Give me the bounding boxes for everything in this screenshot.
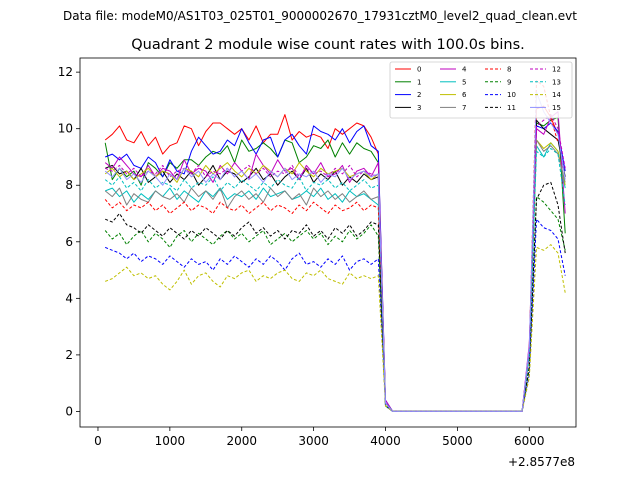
series-line-9 xyxy=(104,196,566,412)
figure-suptitle: Data file: modeM0/AS1T03_025T01_90000026… xyxy=(63,9,577,23)
y-axis: 0 2 4 6 8 10 12 xyxy=(58,65,80,418)
legend-label-1: 1 xyxy=(417,78,421,86)
y-tick-label: 8 xyxy=(65,178,73,192)
x-tick-label: 0 xyxy=(94,434,102,448)
legend-label-2: 2 xyxy=(417,91,421,99)
y-tick-label: 10 xyxy=(58,122,73,136)
legend-label-11: 11 xyxy=(507,104,516,112)
legend-frame xyxy=(389,61,573,119)
x-tick-label: 6000 xyxy=(514,434,545,448)
legend-label-10: 10 xyxy=(507,91,516,99)
legend-label-7: 7 xyxy=(462,104,466,112)
legend-label-6: 6 xyxy=(462,91,467,99)
legend-label-8: 8 xyxy=(507,66,511,74)
y-tick-label: 6 xyxy=(65,235,73,249)
x-tick-label: 2000 xyxy=(226,434,257,448)
y-tick-label: 0 xyxy=(65,404,73,418)
x-tick-label: 4000 xyxy=(370,434,401,448)
legend-label-15: 15 xyxy=(552,104,561,112)
series-line-12 xyxy=(105,114,566,412)
legend-label-3: 3 xyxy=(417,104,421,112)
legend-label-4: 4 xyxy=(462,66,467,74)
y-tick-label: 4 xyxy=(65,291,73,305)
legend-label-5: 5 xyxy=(462,78,466,86)
legend-label-13: 13 xyxy=(552,78,561,86)
legend-label-14: 14 xyxy=(552,91,561,99)
x-axis: 0 1000 2000 3000 4000 5000 6000 xyxy=(94,427,545,448)
chart-title: Quadrant 2 module wise count rates with … xyxy=(131,37,525,53)
y-tick-label: 12 xyxy=(58,65,73,79)
axes-frame xyxy=(79,57,577,428)
x-tick-label: 1000 xyxy=(155,434,186,448)
series-line-15 xyxy=(104,91,566,412)
series-group xyxy=(104,80,566,412)
y-tick-label: 2 xyxy=(65,348,73,362)
x-tick-label: 3000 xyxy=(298,434,329,448)
x-tick-label: 5000 xyxy=(442,434,473,448)
legend-label-12: 12 xyxy=(552,66,561,74)
legend-label-0: 0 xyxy=(417,66,421,74)
legend-label-9: 9 xyxy=(507,78,511,86)
x-axis-offset-label: +2.8577e8 xyxy=(508,455,575,469)
